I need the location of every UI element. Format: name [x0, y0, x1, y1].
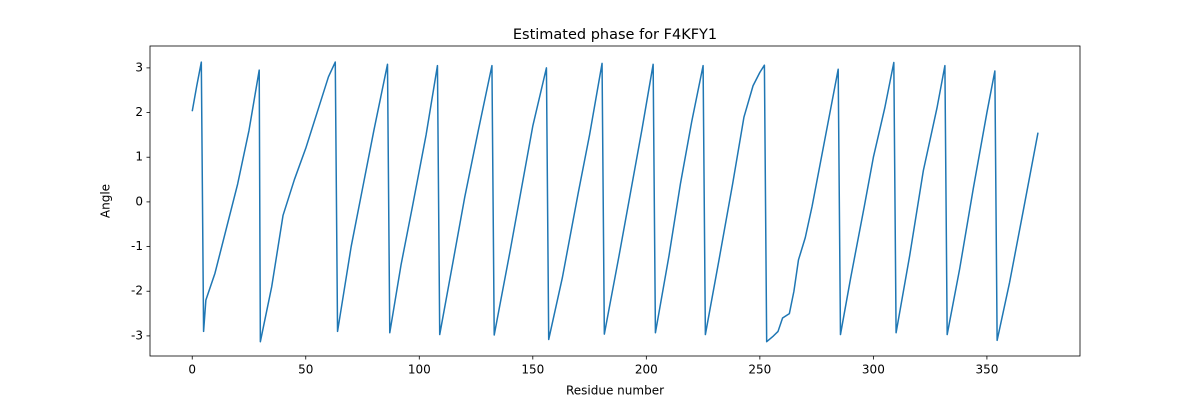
y-tick-label: 0 — [135, 194, 143, 208]
line — [191, 61, 1039, 343]
y-tick-label: -3 — [131, 328, 143, 342]
plot-frame — [149, 45, 1081, 357]
y-tick-label: -1 — [131, 239, 143, 253]
y-tick-label: 3 — [135, 60, 143, 74]
x-tick-label: 0 — [188, 363, 196, 377]
y-tick-label: -2 — [131, 284, 143, 298]
y-tick-label: 2 — [135, 105, 143, 119]
x-tick-label: 350 — [975, 363, 998, 377]
x-tick-label: 200 — [635, 363, 658, 377]
x-tick-label: 300 — [862, 363, 885, 377]
x-tick-label: 100 — [408, 363, 431, 377]
x-tick-label: 50 — [298, 363, 313, 377]
x-tick-label: 150 — [521, 363, 544, 377]
y-tick-label: 1 — [135, 150, 143, 164]
y-axis-label: Angle — [99, 184, 113, 218]
x-tick-label: 250 — [748, 363, 771, 377]
chart-title: Estimated phase for F4KFY1 — [513, 27, 717, 43]
x-axis-label: Residue number — [566, 384, 664, 398]
